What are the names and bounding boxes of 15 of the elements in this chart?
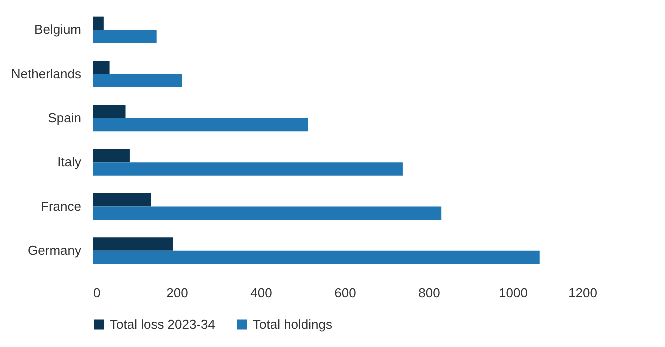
x-tick-label: 1200 bbox=[568, 286, 598, 300]
y-tick-label: Netherlands bbox=[11, 66, 82, 82]
y-tick-label: France bbox=[41, 198, 82, 214]
x-tick-label: 1000 bbox=[499, 286, 528, 300]
x-tick-label: 800 bbox=[418, 286, 440, 300]
x-tick-label: 200 bbox=[166, 286, 188, 300]
y-tick-label: Belgium bbox=[34, 22, 82, 38]
legend-label: Total loss 2023-34 bbox=[110, 316, 216, 332]
x-tick-label: 0 bbox=[94, 286, 101, 300]
x-tick-label: 600 bbox=[334, 286, 356, 300]
y-tick-label: Germany bbox=[28, 242, 82, 258]
y-tick-label: Spain bbox=[48, 110, 82, 126]
legend-label: Total holdings bbox=[253, 316, 333, 332]
x-tick-label: 400 bbox=[250, 286, 272, 300]
y-tick-label: Italy bbox=[58, 154, 82, 170]
